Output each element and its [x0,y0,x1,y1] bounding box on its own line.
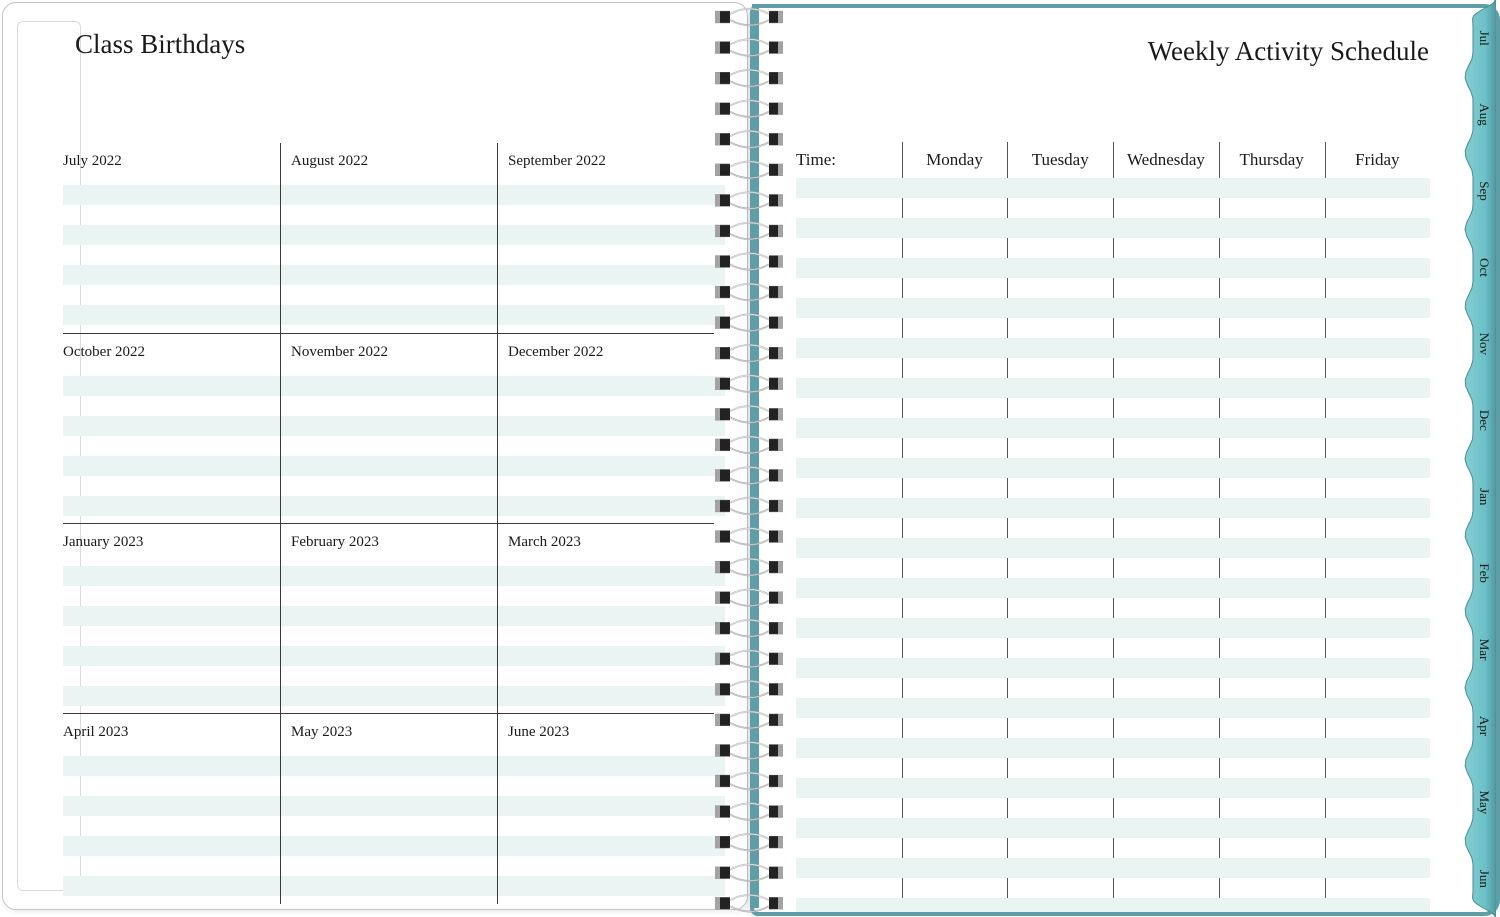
svg-text:Jan: Jan [1477,488,1492,506]
svg-text:Oct: Oct [1477,258,1492,277]
svg-text:Aug: Aug [1477,103,1492,126]
svg-text:Sep: Sep [1477,181,1492,201]
svg-text:Mar: Mar [1477,639,1492,661]
svg-text:Nov: Nov [1477,333,1492,356]
svg-text:May: May [1477,790,1492,814]
svg-text:Apr: Apr [1477,716,1492,737]
svg-text:Jul: Jul [1477,31,1492,47]
svg-text:Feb: Feb [1477,563,1492,583]
svg-text:Dec: Dec [1477,410,1492,431]
svg-text:Jun: Jun [1477,870,1492,889]
